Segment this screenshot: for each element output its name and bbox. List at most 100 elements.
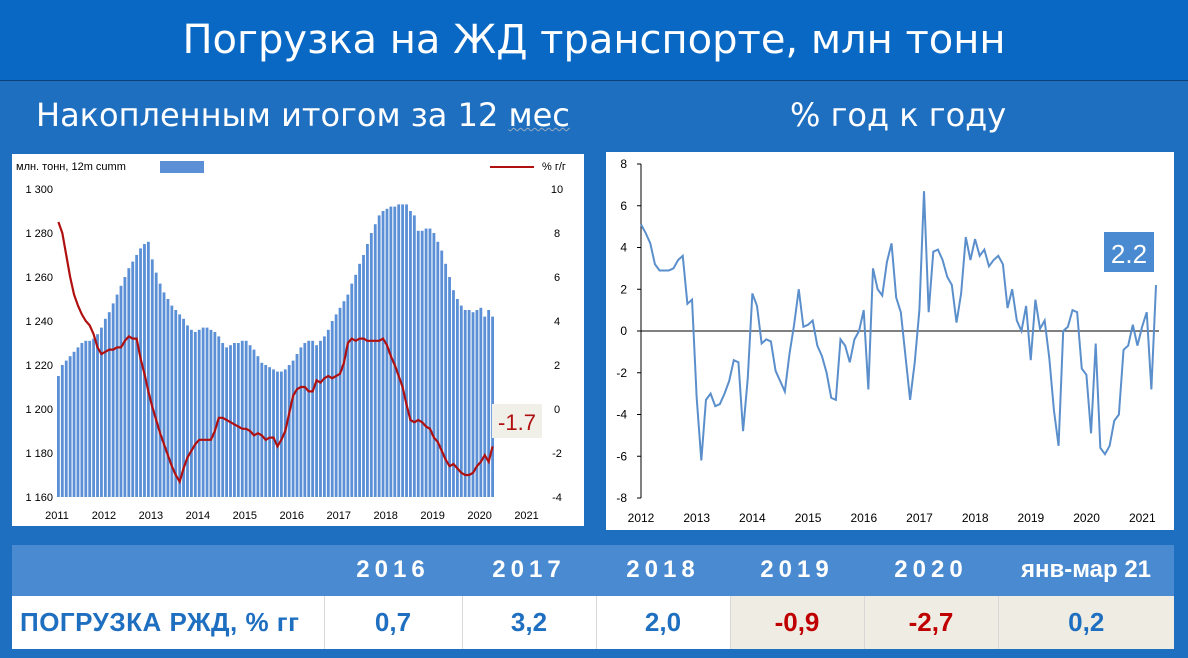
bar — [236, 343, 240, 497]
bar — [166, 299, 170, 497]
bar — [295, 354, 299, 497]
x-tick-label: 2014 — [186, 510, 210, 522]
bar — [436, 241, 440, 497]
bar — [76, 347, 80, 497]
yoy-red-line — [57, 221, 494, 485]
bar — [205, 327, 209, 497]
bar — [389, 206, 393, 497]
table-header-2020: 2020 — [864, 545, 998, 596]
bar — [225, 347, 229, 497]
bar — [358, 263, 362, 497]
bar — [397, 204, 401, 497]
bar — [158, 283, 162, 497]
y-tick-label: 4 — [620, 241, 627, 255]
bar — [381, 211, 385, 497]
y-left-tick-label: 1 280 — [25, 228, 53, 240]
bar — [424, 228, 428, 497]
bar — [260, 362, 264, 497]
y-left-tick-label: 1 160 — [25, 492, 53, 504]
bar — [369, 233, 373, 497]
bar — [268, 367, 272, 497]
subtitle-cumulative-text: Накопленным итогом за 12 — [36, 96, 509, 134]
bar — [127, 268, 131, 497]
x-tick-label: 2021 — [1129, 511, 1156, 525]
x-tick-label: 2016 — [850, 511, 877, 525]
bar — [64, 360, 68, 497]
x-tick-label: 2017 — [326, 510, 350, 522]
y-right-tick-label: 0 — [554, 404, 560, 416]
x-tick-label: 2019 — [1018, 511, 1045, 525]
bar — [272, 369, 275, 497]
bar — [115, 294, 119, 497]
bar — [193, 332, 197, 497]
cumulative-chart-panel: млн. тонн, 12m cumm % г/г 1 160 1 180 1 20… — [12, 154, 584, 526]
bar — [479, 307, 483, 497]
bar — [420, 230, 424, 498]
bar — [189, 329, 193, 497]
yoy-chart-panel: -8 -6 -4 -2 0 2 4 6 8 2012 2013 2014 2015 2016 2017 20… — [606, 152, 1174, 530]
bar — [221, 343, 225, 497]
bar — [303, 343, 307, 497]
x-tick-label: 2020 — [467, 510, 491, 522]
x-tick-label: 2017 — [906, 511, 933, 525]
bar — [248, 345, 252, 497]
bar — [350, 283, 354, 497]
bar — [57, 376, 60, 497]
bar — [315, 345, 318, 497]
subtitle-yoy: % год к году — [790, 96, 1007, 134]
page-title: Погрузка на ЖД транспорте, млн тонн — [0, 0, 1188, 81]
y-left-tick-label: 1 240 — [25, 316, 53, 328]
bar — [119, 285, 123, 497]
legend-line-label: % г/г — [542, 161, 566, 173]
y-tick-label: -8 — [616, 491, 627, 505]
bar — [342, 301, 346, 497]
bar — [139, 248, 142, 497]
bar — [405, 204, 408, 497]
bar — [299, 347, 303, 497]
bar — [135, 255, 139, 497]
table-header-row: 2016 2017 2018 2019 2020 янв-мар 21 — [12, 545, 1174, 596]
y-tick-label: 6 — [620, 199, 627, 213]
bar — [377, 215, 381, 497]
table-header-empty — [12, 545, 324, 596]
bar — [88, 340, 92, 497]
bar — [244, 340, 248, 497]
bar — [338, 307, 342, 497]
bar — [154, 272, 158, 497]
x-tick-label: 2018 — [962, 511, 989, 525]
bar — [103, 318, 107, 497]
bar — [448, 277, 451, 497]
y-tick-label: 2 — [620, 282, 627, 296]
bar — [334, 314, 338, 497]
bar — [475, 310, 479, 497]
bar — [463, 310, 467, 497]
bar — [291, 360, 295, 497]
bar — [123, 277, 127, 497]
bar — [432, 233, 436, 497]
y-left-tick-label: 1 220 — [25, 360, 53, 372]
y-tick-label: 0 — [620, 324, 627, 338]
x-tick-label: 2016 — [280, 510, 304, 522]
bar — [68, 356, 72, 497]
bar — [276, 371, 279, 497]
bar — [467, 310, 471, 497]
x-tick-label: 2015 — [233, 510, 257, 522]
x-tick-label: 2011 — [45, 510, 69, 522]
y-right-tick-label: 8 — [554, 228, 560, 240]
bar — [256, 356, 260, 497]
bar — [72, 351, 76, 497]
table-cell-2018: 2,0 — [596, 595, 731, 649]
bar — [322, 336, 326, 497]
table-header-2019: 2019 — [730, 545, 864, 596]
bar — [455, 299, 459, 497]
bar — [150, 259, 154, 497]
bar — [452, 290, 455, 497]
bar — [444, 263, 448, 497]
table-header-2016: 2016 — [324, 545, 462, 596]
bar — [311, 340, 315, 497]
bar — [162, 292, 166, 497]
table-row-label: ПОГРУЗКА РЖД, % гг — [12, 595, 325, 649]
bar — [131, 261, 135, 497]
annotation-value-left: -1.7 — [498, 410, 536, 435]
y-right-tick-label: 10 — [551, 184, 563, 196]
